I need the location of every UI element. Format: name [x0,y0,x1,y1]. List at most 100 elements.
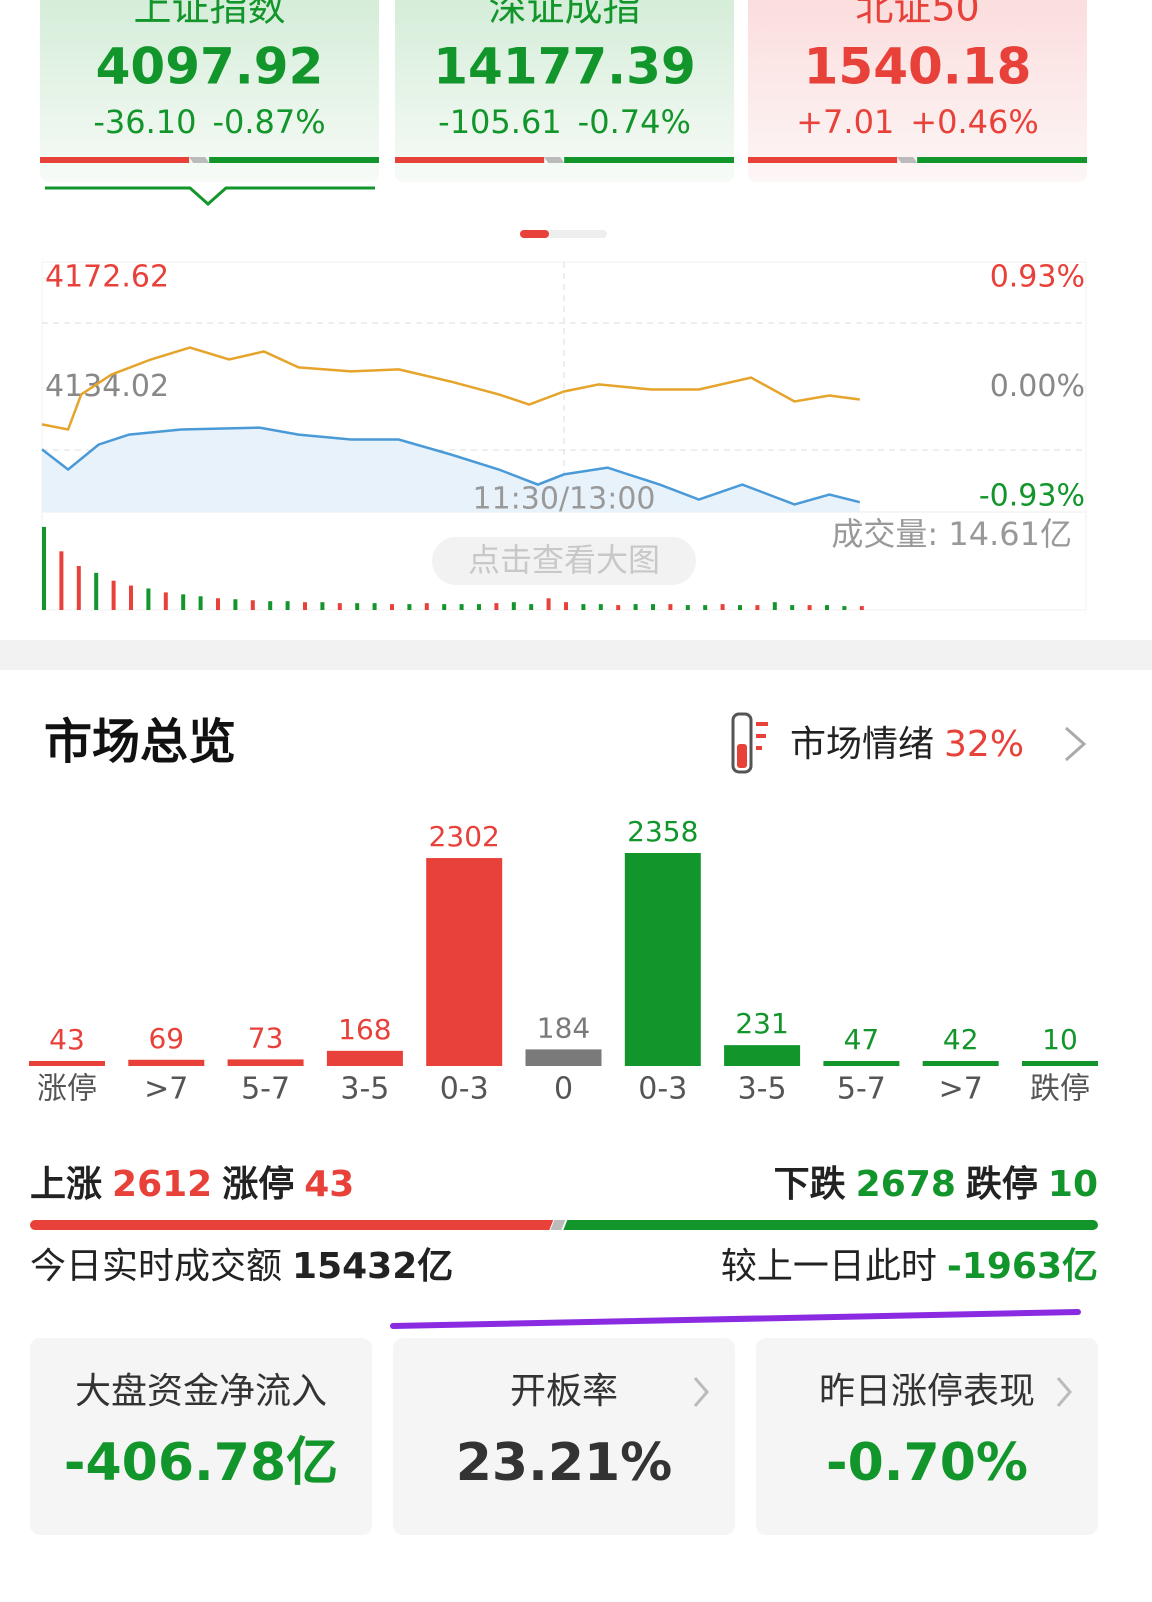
volume-bar [303,602,307,610]
metric-label[interactable]: 大盘资金净流入 [75,1371,327,1412]
metric-value[interactable]: -406.78亿 [64,1433,338,1493]
limit-down-count: 10 [1048,1164,1098,1205]
index-name[interactable]: 北证50 [855,0,979,30]
index-change-abs[interactable]: -36.10 [93,103,196,141]
metric-background[interactable] [30,1338,372,1535]
page-indicator-active [520,230,549,238]
volume-bar [651,604,655,610]
up-summary: 上涨 2612 涨停 43 [30,1164,354,1205]
volume-bar [146,588,151,610]
index-change-pct[interactable]: -0.87% [212,103,325,141]
volume-bar [581,604,586,610]
sentiment-label[interactable]: 市场情绪 [790,724,934,765]
volume-bar [76,566,81,610]
index-name[interactable]: 深证成指 [488,0,640,30]
bar [227,1059,304,1066]
metric-value[interactable]: -0.70% [826,1433,1028,1493]
volume-bar [685,605,690,610]
index-change[interactable]: -105.61 -0.74% [438,103,691,141]
down-label: 下跌 [774,1164,846,1205]
compare-label: 较上一日此时 [721,1246,937,1287]
breadth-gap [544,157,565,163]
chevron[interactable] [1056,1377,1072,1407]
index-card[interactable]: 上证指数 4097.92 -36.10 -0.87% [40,0,379,182]
chevron[interactable] [693,1377,709,1407]
metric-value[interactable]: 23.21% [456,1433,673,1493]
volume-bar [285,601,290,610]
volume-bar [163,592,168,610]
volume-bar [216,598,220,610]
breadth-up [748,157,898,163]
metric-label[interactable]: 开板率 [510,1371,618,1412]
index-name[interactable]: 上证指数 [133,0,285,30]
volume-bar [738,605,742,610]
index-change-abs[interactable]: -105.61 [438,103,562,141]
bar-value-label: 2358 [627,815,698,848]
index-price[interactable]: 1540.18 [804,38,1032,96]
bar [29,1061,105,1066]
section-title: 市场总览 [44,714,236,770]
volume-bar [181,594,186,610]
series-line [41,346,860,431]
breadth-gap [897,157,918,163]
metric-card[interactable]: 昨日涨停表现 -0.70% [756,1338,1098,1535]
volume-bar [459,604,464,610]
bar [724,1045,801,1066]
volume-bar [633,604,638,610]
index-price[interactable]: 4097.92 [96,38,324,96]
index-change-pct[interactable]: +0.46% [910,103,1038,141]
volume-bar [268,601,273,610]
metric-card[interactable]: 大盘资金净流入 -406.78亿 [30,1338,372,1535]
volume-bar [42,526,46,610]
card-background[interactable] [40,0,379,182]
index-change[interactable]: +7.01 +0.46% [796,103,1039,141]
metric-label[interactable]: 昨日涨停表现 [819,1371,1035,1412]
bar-value-label: 42 [943,1023,979,1056]
index-change[interactable]: -36.10 -0.87% [93,103,325,141]
volume-bar [703,605,708,610]
view-button[interactable] [432,537,696,585]
category-label: 5-7 [241,1072,290,1107]
category-label: >7 [144,1072,188,1107]
metric-background[interactable] [756,1338,1098,1535]
volume-bar [842,606,847,610]
bar-value-label: 184 [537,1011,590,1044]
category-label: 3-5 [340,1072,389,1107]
bar-value-label: 69 [148,1022,184,1055]
category-label: 跌停 [1030,1072,1090,1107]
index-change-pct[interactable]: -0.74% [578,103,691,141]
bar-value-label: 168 [338,1013,391,1046]
volume-bar [807,605,812,610]
breadth-down [209,157,379,163]
ratio-up [30,1220,554,1230]
y-tick-label: 4134.02 [45,369,169,404]
metric-cards: 大盘资金净流入 -406.78亿 开板率 23.21% 昨日涨停表现 -0.70% [30,1338,1098,1535]
volume-bar [477,604,481,610]
card-background[interactable] [748,0,1087,182]
volume-bar [233,599,238,610]
index-change-abs[interactable]: +7.01 [796,103,894,141]
metric-card[interactable]: 开板率 23.21% [393,1338,735,1535]
index-price[interactable]: 14177.39 [433,38,696,96]
distribution-chart: 43 涨停 69 >7 73 5-7 168 3-5 2302 0-3 184 0 2358 0-3 231… [29,815,1098,1107]
index-card[interactable]: 深证成指 14177.39 -105.61 -0.74% [395,0,734,182]
chevron[interactable] [1065,726,1087,762]
view-button-label[interactable]: 点击查看大图 [468,541,660,579]
bar-value-label: 10 [1042,1023,1078,1056]
volume-bar [529,604,534,610]
volume-bar [407,604,412,610]
index-card[interactable]: 北证50 1540.18 +7.01 +0.46% [748,0,1087,182]
breadth-down [564,157,734,163]
ratio-bar [30,1220,1098,1230]
card-background[interactable] [395,0,734,182]
sentiment-value[interactable]: 32% [944,724,1024,765]
volume-bar [442,604,447,610]
volume-bar [94,572,99,610]
sentiment[interactable]: 市场情绪 32% [790,724,1024,765]
metric-background[interactable] [393,1338,735,1535]
bar [624,853,701,1066]
volume-bar [59,551,64,610]
bar [922,1061,999,1066]
category-label: 0-3 [638,1072,687,1107]
